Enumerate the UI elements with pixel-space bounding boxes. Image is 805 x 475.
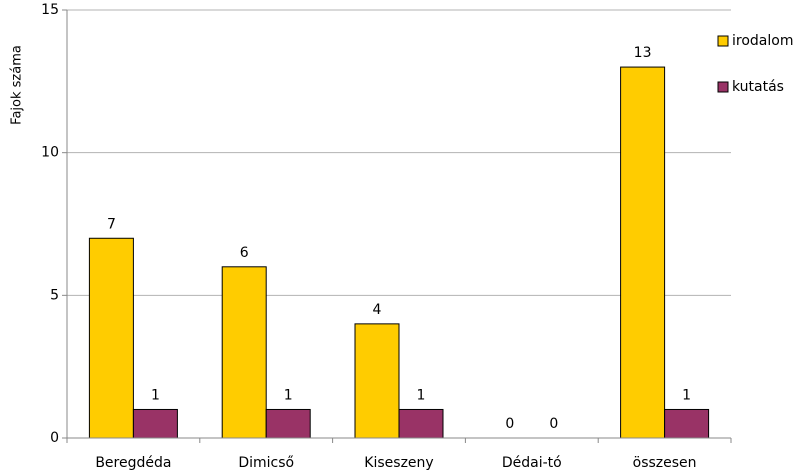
x-tick-label: összesen: [633, 455, 697, 471]
bar: [221, 266, 267, 439]
data-label: 1: [417, 387, 426, 403]
bar: [88, 237, 134, 439]
data-label: 1: [682, 387, 691, 403]
x-tick-label: Beregdéda: [95, 455, 171, 471]
x-tick-label: Dédai-tó: [502, 455, 562, 471]
y-axis-label: Fajok száma: [10, 45, 25, 125]
bar: [354, 323, 400, 439]
data-label: 1: [284, 387, 293, 403]
data-label: 0: [505, 416, 514, 432]
bar: [265, 408, 311, 439]
y-tick-label: 5: [50, 287, 59, 303]
legend-swatch: [717, 35, 729, 47]
data-label: 13: [634, 45, 652, 61]
bar: [398, 408, 444, 439]
x-tick-label: Kiseszeny: [364, 455, 433, 471]
data-label: 0: [549, 416, 558, 432]
legend-swatch: [717, 81, 729, 93]
bar: [620, 66, 666, 439]
bar: [664, 408, 710, 439]
legend-label: irodalom: [732, 33, 793, 49]
data-label: 6: [240, 245, 249, 261]
x-tick-label: Dimicső: [238, 455, 294, 471]
y-tick-label: 10: [41, 145, 59, 161]
y-tick-label: 0: [50, 430, 59, 446]
data-label: 4: [373, 302, 382, 318]
legend-label: kutatás: [732, 79, 784, 95]
bar: [132, 408, 178, 439]
y-tick-label: 15: [41, 2, 59, 18]
data-label: 1: [151, 387, 160, 403]
data-label: 7: [107, 216, 116, 232]
